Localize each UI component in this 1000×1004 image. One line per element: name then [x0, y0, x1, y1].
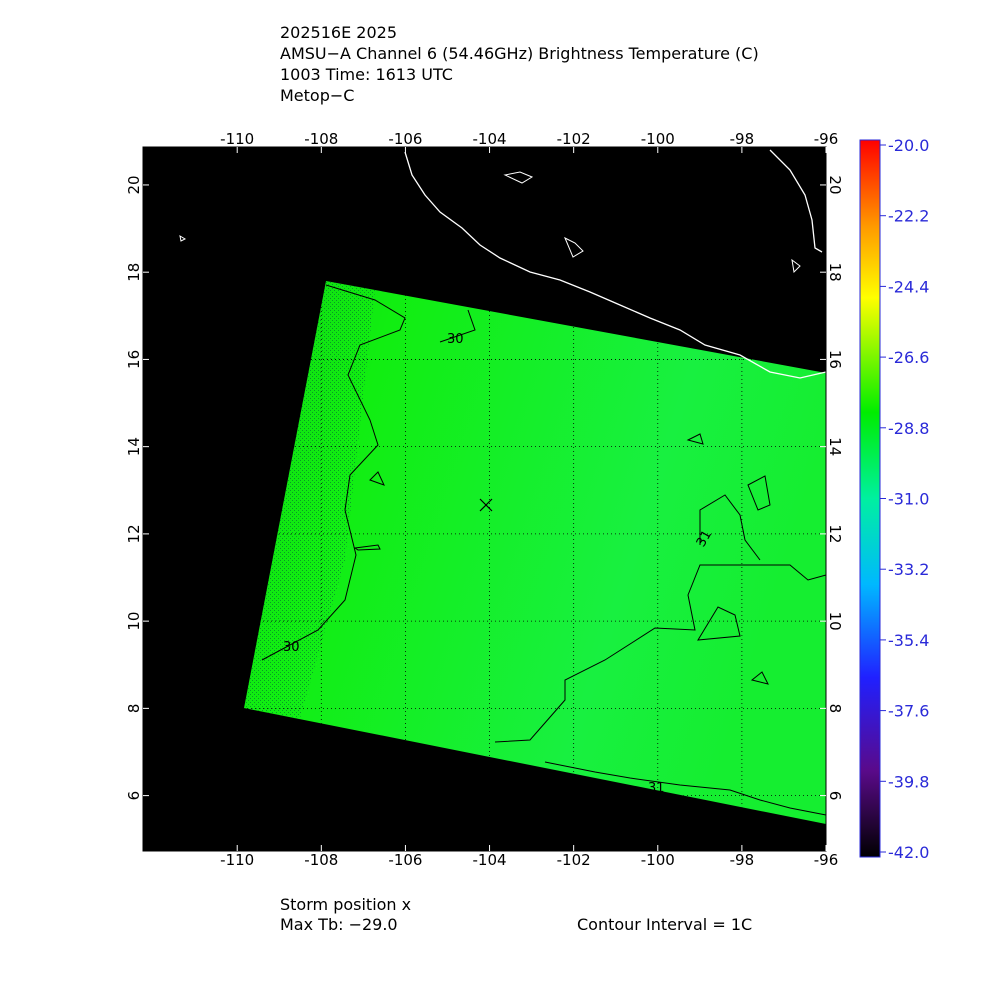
lat-tick-label: 14	[125, 437, 143, 456]
lat-tick-label: 12	[826, 524, 844, 543]
map-ticks: -110 -110 -108 -108 -106 -106 -104 -104 -102 -102…	[125, 130, 844, 869]
contour-label: 30	[283, 640, 300, 655]
header-line: Metop−C	[280, 86, 354, 105]
contour-label: 30	[447, 332, 464, 347]
contours	[261, 284, 827, 816]
contour-label: 31	[648, 781, 665, 796]
lon-tick-label: -100	[641, 851, 675, 869]
swath-edge-shading	[244, 281, 375, 718]
colorbar-label: -20.0	[888, 136, 929, 155]
colorbar-label: -33.2	[888, 560, 929, 579]
colorbar-label: -35.4	[888, 631, 929, 650]
islands	[179, 171, 801, 274]
lat-tick-label: 14	[826, 437, 844, 456]
header: 202516E 2025 AMSU−A Channel 6 (54.46GHz)…	[280, 23, 759, 105]
lat-tick-label: 18	[125, 263, 143, 282]
colorbar-ticks: -20.0 -22.2 -24.4 -26.6 -28.8 -31.0 -33.2 -35.4…	[880, 136, 929, 862]
lat-tick-label: 18	[826, 263, 844, 282]
lat-tick-label: 20	[826, 175, 844, 194]
lon-tick-label: -98	[730, 130, 755, 148]
lat-tick-label: 20	[125, 175, 143, 194]
footer-max-tb: Max Tb: −29.0	[280, 915, 398, 934]
swath	[244, 281, 826, 824]
colorbar-label: -24.4	[888, 277, 929, 296]
lon-tick-label: -108	[304, 130, 338, 148]
lon-tick-label: -96	[814, 851, 839, 869]
footer-storm: Storm position x	[280, 895, 411, 914]
lon-tick-label: -104	[473, 851, 507, 869]
lat-tick-label: 10	[826, 612, 844, 631]
lat-tick-label: 12	[125, 524, 143, 543]
colorbar	[859, 139, 881, 858]
coastline	[769, 149, 823, 253]
colorbar-label: -26.6	[888, 348, 929, 367]
lon-tick-label: -102	[557, 851, 591, 869]
lat-tick-label: 6	[826, 791, 844, 801]
colorbar-label: -28.8	[888, 419, 929, 438]
header-line: AMSU−A Channel 6 (54.46GHz) Brightness T…	[280, 44, 759, 63]
colorbar-label: -42.0	[888, 843, 929, 862]
colorbar-label: -37.6	[888, 702, 929, 721]
lat-tick-label: 10	[125, 612, 143, 631]
header-line: 202516E 2025	[280, 23, 397, 42]
lon-tick-label: -106	[388, 851, 422, 869]
header-line: 1003 Time: 1613 UTC	[280, 65, 453, 84]
lat-tick-label: 8	[826, 704, 844, 714]
lon-tick-label: -110	[220, 130, 254, 148]
colorbar-label: -39.8	[888, 772, 929, 791]
lat-tick-label: 6	[125, 791, 143, 801]
storm-marker	[479, 498, 493, 512]
lon-tick-label: -98	[730, 851, 755, 869]
lat-tick-label: 8	[125, 704, 143, 714]
lon-tick-label: -96	[814, 130, 839, 148]
lat-tick-label: 16	[826, 350, 844, 369]
lon-tick-label: -106	[388, 130, 422, 148]
lon-tick-label: -104	[473, 130, 507, 148]
lon-tick-label: -100	[641, 130, 675, 148]
colorbar-label: -31.0	[888, 490, 929, 509]
colorbar-label: -22.2	[888, 207, 929, 226]
lon-tick-label: -108	[304, 851, 338, 869]
contour-label: 31	[694, 528, 715, 550]
lat-tick-label: 16	[125, 350, 143, 369]
coastline	[404, 151, 827, 379]
lon-tick-label: -102	[557, 130, 591, 148]
lon-tick-label: -110	[220, 851, 254, 869]
grid	[244, 281, 826, 824]
footer-interval: Contour Interval = 1C	[577, 915, 752, 934]
map-frame	[142, 146, 827, 852]
